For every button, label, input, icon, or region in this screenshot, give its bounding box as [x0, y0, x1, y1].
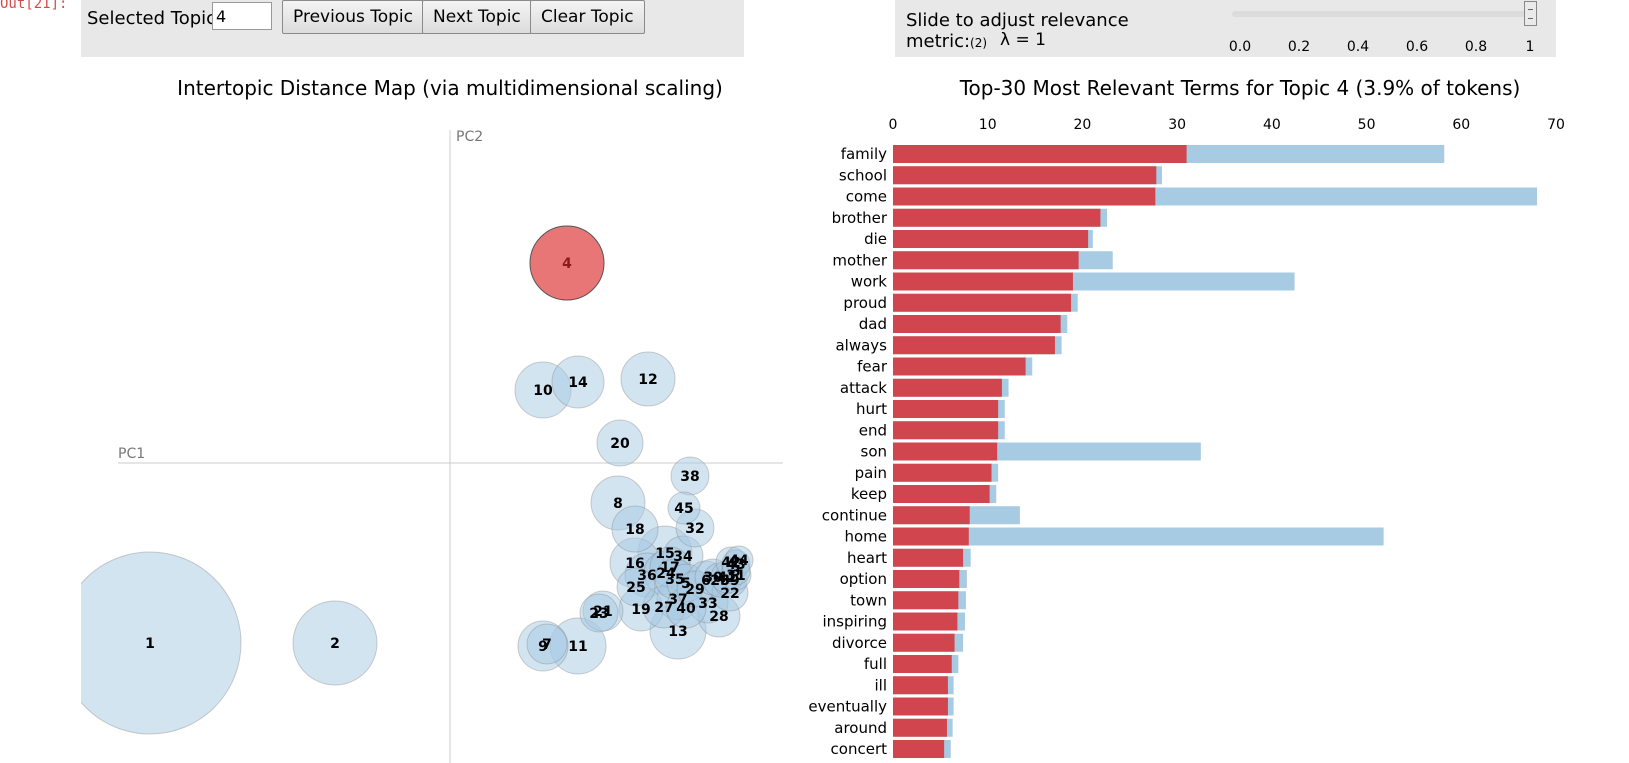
- topic-bubble-label: 41: [717, 570, 736, 586]
- topic-bubble-label: 3: [731, 564, 741, 580]
- relevance-controls-panel: [895, 0, 1556, 57]
- topic-bubble-label: 22: [720, 586, 739, 602]
- topic-bubble[interactable]: [292, 600, 378, 686]
- topic-bubble[interactable]: [616, 567, 656, 607]
- topic-bubble-label: 32: [685, 521, 704, 537]
- slider-tick: 1: [1525, 39, 1535, 55]
- topic-bubble-label: 16: [625, 556, 644, 572]
- topic-bubble-label: 24: [656, 566, 676, 582]
- next-topic-button[interactable]: Next Topic: [422, 0, 532, 34]
- topic-bubble-label: 1: [145, 636, 155, 652]
- topic-bubble[interactable]: [526, 623, 568, 665]
- topic-bubble-label: 4: [562, 256, 572, 272]
- topic-bubble-label: 14: [568, 375, 588, 391]
- lambda-value: λ = 1: [1000, 30, 1046, 50]
- topic-bubble-label: 11: [568, 639, 587, 655]
- selected-topic-input[interactable]: [212, 2, 272, 30]
- topic-bubble-label: 45: [674, 501, 693, 517]
- topic-bubble[interactable]: [59, 551, 242, 735]
- topic-bubble-label: 18: [625, 522, 644, 538]
- slider-tick: 0.4: [1346, 39, 1370, 55]
- pc1-axis-label: PC1: [118, 446, 145, 462]
- topic-bubble-label: 19: [631, 602, 650, 618]
- topic-bubble-label: 5: [681, 576, 691, 592]
- clear-topic-button[interactable]: Clear Topic: [530, 0, 645, 34]
- topic-bubble-label: 35: [665, 572, 684, 588]
- topic-bubble-label: 43: [726, 557, 745, 573]
- topic-bubble-label: 40: [676, 601, 696, 617]
- topic-bubble-label: 44: [729, 553, 749, 569]
- slider-tick: 0.0: [1228, 39, 1252, 55]
- cell-output-label: Out[21]:: [0, 0, 68, 12]
- topic-bubble-label: 8: [613, 496, 623, 512]
- topic-bubble-label: 25: [626, 580, 645, 596]
- relevance-slider-label: Slide to adjust relevance metric:(2): [906, 10, 1129, 54]
- topic-bubble-label: 33: [698, 596, 717, 612]
- topic-bubble-label: 15: [655, 546, 674, 562]
- topic-bubble-label: 7: [542, 637, 552, 653]
- topic-bubble-label: 28: [709, 609, 728, 625]
- topic-bubble-label: 37: [668, 592, 687, 608]
- topic-bubble-label: 30: [703, 570, 723, 586]
- topic-bubble-label: 23: [589, 606, 608, 622]
- topic-bubble[interactable]: [667, 491, 701, 525]
- slider-tick: 0.8: [1464, 39, 1488, 55]
- topic-bubble[interactable]: [551, 355, 605, 409]
- topic-bubble-label: 31: [726, 568, 745, 584]
- topic-bubble-label: 27: [654, 600, 673, 616]
- relevance-label-line1: Slide to adjust relevance: [906, 10, 1129, 31]
- relevance-label-note: (2): [970, 36, 988, 50]
- relevance-slider-track[interactable]: [1232, 11, 1530, 17]
- topic-bubble-label: 42: [721, 555, 740, 571]
- topic-bubble-label: 17: [660, 560, 679, 576]
- topic-bubble-label: 6: [701, 573, 711, 589]
- previous-topic-button[interactable]: Previous Topic: [282, 0, 425, 34]
- topic-bubble-label: 36: [637, 568, 656, 584]
- topic-bubble-label: 39: [720, 573, 739, 589]
- pc2-axis-label: PC2: [456, 129, 483, 145]
- topic-bubble-label: 21: [593, 604, 612, 620]
- term-bar-chart-title: Top-30 Most Relevant Terms for Topic 4 (…: [959, 76, 1521, 100]
- topic-bubble-label: 13: [668, 624, 687, 640]
- intertopic-map-title: Intertopic Distance Map (via multidimens…: [177, 76, 723, 100]
- selected-topic-label: Selected Topic:: [87, 8, 223, 29]
- topic-bubble-label: 2: [330, 636, 340, 652]
- topic-bubble-label: 38: [680, 469, 699, 485]
- topic-bubble[interactable]: [721, 556, 751, 586]
- topic-bubble-label: 34: [673, 549, 693, 565]
- topic-bubble-label: 9: [538, 639, 548, 655]
- relevance-label-line2: metric:: [906, 31, 971, 52]
- topic-bubble[interactable]: [611, 505, 659, 553]
- topic-bubble-label: 10: [533, 383, 553, 399]
- topic-bubble[interactable]: [620, 351, 676, 407]
- topic-bubble-label: 20: [610, 436, 630, 452]
- topic-bubble-label: 29: [685, 582, 704, 598]
- topic-bubble-label: 26: [710, 573, 729, 589]
- topic-bubble[interactable]: [596, 419, 644, 467]
- slider-tick: 0.2: [1287, 39, 1311, 55]
- topic-bubble[interactable]: [529, 225, 605, 301]
- topic-bubble-label: 12: [638, 372, 657, 388]
- slider-tick: 0.6: [1405, 39, 1429, 55]
- topic-bubble[interactable]: [579, 593, 619, 633]
- relevance-slider-thumb[interactable]: [1524, 1, 1537, 26]
